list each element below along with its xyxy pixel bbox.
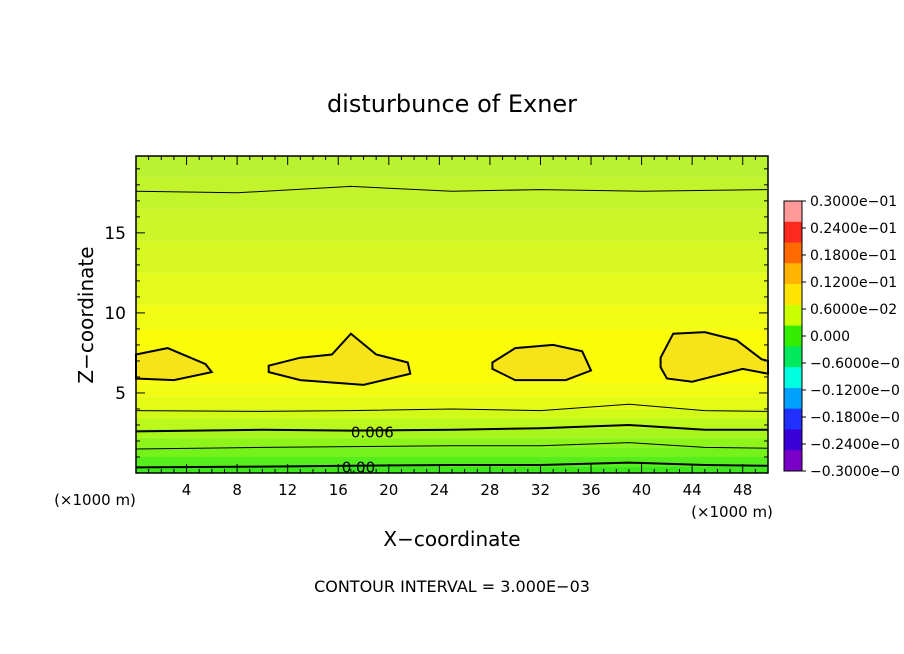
y-tick-label: 5 xyxy=(115,384,126,404)
y-tick-label: 15 xyxy=(104,224,126,244)
y-axis-label: Z−coordinate xyxy=(74,246,98,383)
colorbar-label: −0.2400e−0 xyxy=(810,437,900,453)
field-band xyxy=(136,447,768,457)
x-axis-ticks: 4 8 12 16 20 24 28 32 36 40 44 48 xyxy=(148,156,756,499)
contour-line xyxy=(135,442,769,450)
field-band xyxy=(136,418,768,429)
contour-labels: 0.006 0.00 xyxy=(342,423,394,476)
field-band xyxy=(136,383,768,397)
contour-line xyxy=(135,185,769,194)
colorbar-swatch xyxy=(784,221,802,244)
x-tick-label: 24 xyxy=(430,481,449,499)
colorbar-label: 0.1200e−01 xyxy=(810,275,897,291)
x-tick-label: 36 xyxy=(581,481,600,499)
colorbar-swatch xyxy=(784,284,802,306)
contour-field xyxy=(136,156,768,473)
x-unit-left: (×1000 m) xyxy=(54,491,136,509)
field-band xyxy=(136,408,768,419)
x-tick-label: 40 xyxy=(632,481,651,499)
y-tick-label: 10 xyxy=(104,304,126,324)
colorbar-label: −0.3000e−0 xyxy=(810,464,900,480)
colorbar-swatch xyxy=(784,346,802,368)
colorbar-swatch xyxy=(784,263,802,285)
colorbar-swatch xyxy=(784,450,802,472)
x-unit-right: (×1000 m) xyxy=(691,503,773,521)
contour-interval-note: CONTOUR INTERVAL = 3.000E−03 xyxy=(314,577,590,596)
x-axis-label: X−coordinate xyxy=(383,527,520,551)
x-tick-label: 32 xyxy=(531,481,550,499)
colorbar-label: 0.3000e−01 xyxy=(810,194,897,210)
x-tick-label: 48 xyxy=(733,481,752,499)
colorbar-label: 0.000 xyxy=(810,329,850,345)
contour-max-region xyxy=(491,343,593,382)
colorbar-label: 0.6000e−02 xyxy=(810,302,897,318)
contour-label: 0.006 xyxy=(351,423,394,441)
field-band xyxy=(136,396,768,409)
field-band xyxy=(136,156,768,177)
contour-line xyxy=(135,403,769,412)
field-band xyxy=(136,428,768,438)
colorbar-swatch xyxy=(784,367,802,389)
field-band xyxy=(136,304,768,329)
colorbar-swatch xyxy=(784,201,802,223)
contour-max-region xyxy=(267,332,412,386)
colorbar-label: −0.6000e−0 xyxy=(810,356,900,372)
colorbar-swatch xyxy=(784,429,802,451)
contour-label: 0.00 xyxy=(342,459,375,477)
x-tick-label: 4 xyxy=(182,481,192,499)
y-axis-ticks: 5 10 15 xyxy=(104,168,768,458)
chart-title: disturbunce of Exner xyxy=(327,90,577,118)
field-band xyxy=(136,272,768,305)
x-tick-label: 12 xyxy=(278,481,297,499)
x-tick-label: 44 xyxy=(683,481,702,499)
colorbar-label: 0.1800e−01 xyxy=(810,248,897,264)
colorbar xyxy=(783,200,803,472)
x-tick-label: 28 xyxy=(480,481,499,499)
colorbar-swatch xyxy=(784,387,802,410)
field-band xyxy=(136,240,768,273)
field-band xyxy=(136,437,768,448)
x-tick-label: 20 xyxy=(379,481,398,499)
x-tick-label: 8 xyxy=(232,481,242,499)
colorbar-swatch xyxy=(784,408,802,430)
colorbar-labels: 0.3000e−01 0.2400e−01 0.1800e−01 0.1200e−01… xyxy=(802,194,900,480)
colorbar-label: 0.2400e−01 xyxy=(810,221,897,237)
field-band xyxy=(136,208,768,241)
field-band xyxy=(136,456,768,467)
colorbar-label: −0.1800e−0 xyxy=(810,410,900,426)
colorbar-swatch xyxy=(784,304,802,327)
x-tick-label: 16 xyxy=(329,481,348,499)
colorbar-swatch xyxy=(784,325,802,347)
contour-line xyxy=(135,423,768,433)
colorbar-label: −0.1200e−0 xyxy=(810,383,900,399)
colorbar-swatch xyxy=(784,242,802,264)
